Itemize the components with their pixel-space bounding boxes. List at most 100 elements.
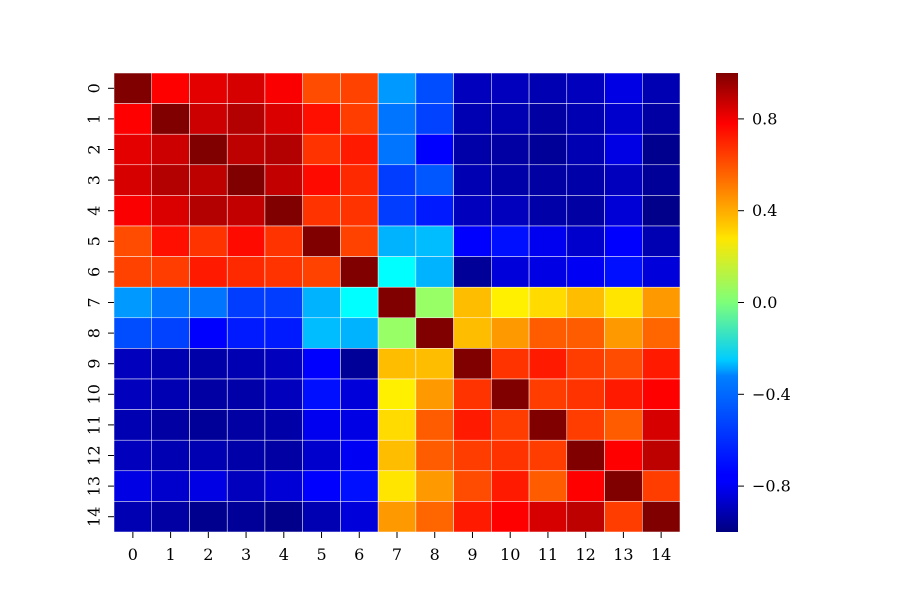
heatmap-cell-9-4 — [264, 348, 303, 380]
heatmap-cell-0-8 — [415, 72, 454, 104]
heatmap-cell-3-7 — [377, 164, 417, 196]
heatmap-cell-3-10 — [491, 164, 530, 196]
heatmap-cell-7-11 — [528, 286, 568, 319]
heatmap-cell-2-1 — [151, 133, 190, 166]
heatmap-cell-10-1 — [151, 378, 190, 410]
heatmap-cell-13-12 — [566, 470, 605, 502]
heatmap-cell-9-2 — [189, 348, 228, 380]
x-tick-label-4: 4 — [279, 545, 289, 564]
heatmap-cell-3-0 — [113, 164, 152, 196]
heatmap-cell-3-9 — [453, 164, 492, 196]
x-tick-label-9: 9 — [467, 545, 477, 564]
colorbar-tick-label-0: 0.8 — [752, 109, 777, 128]
heatmap-cell-8-0 — [113, 317, 152, 349]
heatmap-cell-3-3 — [226, 164, 266, 196]
heatmap-cell-7-0 — [113, 286, 152, 319]
colorbar-ticks: 0.8 0.4 0.0 −0.4 −0.8 — [738, 109, 791, 496]
heatmap-cell-3-2 — [189, 164, 228, 196]
heatmap-cell-8-4 — [264, 317, 303, 349]
heatmap-cell-5-4 — [264, 225, 303, 257]
heatmap-cell-8-10 — [491, 317, 530, 349]
heatmap-cell-4-12 — [566, 195, 605, 227]
heatmap-cell-7-8 — [415, 286, 454, 319]
heatmap-cell-13-3 — [226, 470, 266, 502]
heatmap-cell-1-5 — [302, 103, 341, 135]
heatmap-cell-1-10 — [491, 103, 530, 135]
colorbar-tick-label-2: 0.0 — [752, 293, 777, 312]
heatmap-cell-1-13 — [604, 103, 643, 135]
heatmap-cell-0-0 — [113, 72, 152, 104]
heatmap-cell-2-5 — [302, 133, 341, 166]
heatmap-cell-2-10 — [491, 133, 530, 166]
heatmap-cell-11-5 — [302, 409, 341, 441]
heatmap-cell-3-13 — [604, 164, 643, 196]
heatmap-cell-0-4 — [264, 72, 303, 104]
heatmap-cell-4-7 — [377, 195, 417, 227]
heatmap-cell-14-10 — [491, 501, 530, 533]
heatmap-cell-14-9 — [453, 501, 492, 533]
heatmap-cell-4-11 — [528, 195, 568, 227]
heatmap-cell-10-12 — [566, 378, 605, 410]
heatmap-cell-9-5 — [302, 348, 341, 380]
x-tick-label-12: 12 — [575, 545, 595, 564]
heatmap-cell-0-5 — [302, 72, 341, 104]
heatmap-cell-12-6 — [340, 439, 379, 472]
heatmap-cell-13-6 — [340, 470, 379, 502]
heatmap-cell-5-8 — [415, 225, 454, 257]
heatmap-cell-0-2 — [189, 72, 228, 104]
heatmap-cell-2-7 — [377, 133, 417, 166]
heatmap-cell-5-10 — [491, 225, 530, 257]
heatmap-cell-12-14 — [642, 439, 681, 472]
heatmap-cell-4-10 — [491, 195, 530, 227]
heatmap-cell-8-8 — [415, 317, 454, 349]
heatmap-cell-0-1 — [151, 72, 190, 104]
heatmap-cell-4-3 — [226, 195, 266, 227]
heatmap-cell-10-13 — [604, 378, 643, 410]
heatmap-cell-3-4 — [264, 164, 303, 196]
heatmap-cell-8-3 — [226, 317, 266, 349]
heatmap-cell-8-5 — [302, 317, 341, 349]
heatmap-cell-10-4 — [264, 378, 303, 410]
x-tick-label-13: 13 — [613, 545, 633, 564]
heatmap-cell-7-12 — [566, 286, 605, 319]
heatmap-cell-6-9 — [453, 256, 492, 288]
heatmap-cell-7-9 — [453, 286, 492, 319]
heatmap-cell-5-12 — [566, 225, 605, 257]
y-tick-label-0: 0 — [85, 83, 104, 93]
heatmap-cell-10-3 — [226, 378, 266, 410]
x-tick-label-14: 14 — [651, 545, 671, 564]
heatmap-cell-12-7 — [377, 439, 417, 472]
y-tick-label-8: 8 — [85, 328, 104, 338]
heatmap-cell-1-3 — [226, 103, 266, 135]
x-tick-label-5: 5 — [316, 545, 326, 564]
heatmap-cell-8-6 — [340, 317, 379, 349]
heatmap-cell-6-3 — [226, 256, 266, 288]
heatmap-cell-10-14 — [642, 378, 681, 410]
heatmap-cell-2-11 — [528, 133, 568, 166]
y-tick-label-12: 12 — [85, 445, 104, 465]
heatmap-cell-2-9 — [453, 133, 492, 166]
x-tick-label-8: 8 — [430, 545, 440, 564]
y-tick-label-9: 9 — [85, 359, 104, 369]
heatmap-cell-6-1 — [151, 256, 190, 288]
heatmap-cell-6-4 — [264, 256, 303, 288]
heatmap-cell-6-2 — [189, 256, 228, 288]
heatmap-cell-12-3 — [226, 439, 266, 472]
heatmap-cell-8-12 — [566, 317, 605, 349]
heatmap-cell-2-6 — [340, 133, 379, 166]
heatmap-cell-7-1 — [151, 286, 190, 319]
heatmap-cell-11-12 — [566, 409, 605, 441]
heatmap-cell-8-9 — [453, 317, 492, 349]
heatmap-cell-5-9 — [453, 225, 492, 257]
heatmap-cell-0-11 — [528, 72, 568, 104]
heatmap-cell-9-12 — [566, 348, 605, 380]
heatmap-cell-8-7 — [377, 317, 417, 349]
heatmap-cell-6-0 — [113, 256, 152, 288]
heatmap-cell-12-10 — [491, 439, 530, 472]
heatmap-cell-1-8 — [415, 103, 454, 135]
heatmap-cell-10-2 — [189, 378, 228, 410]
heatmap-cell-13-0 — [113, 470, 152, 502]
heatmap-cell-5-13 — [604, 225, 643, 257]
heatmap-cell-2-13 — [604, 133, 643, 166]
colorbar — [716, 73, 738, 532]
